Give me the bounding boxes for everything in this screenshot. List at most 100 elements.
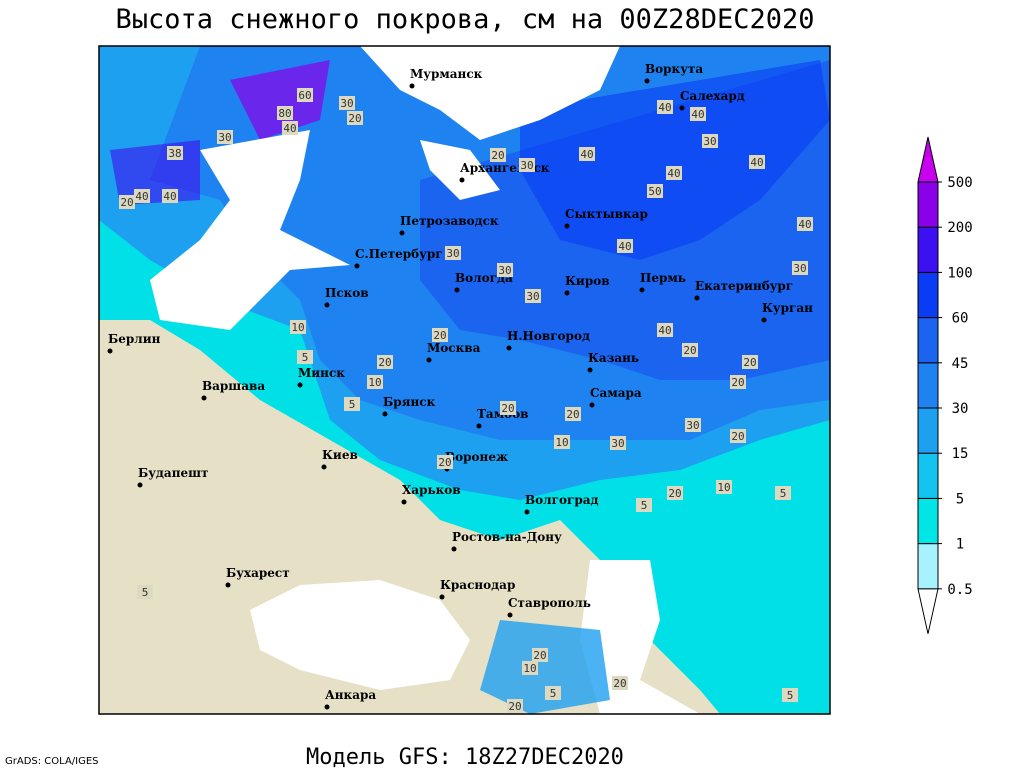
city-dot	[401, 499, 407, 505]
contour-label: 5	[349, 398, 356, 411]
city-label: Архангельск	[460, 161, 550, 175]
legend-triangle	[917, 136, 939, 183]
contour-label: 10	[523, 662, 536, 675]
city-label: Курган	[762, 301, 813, 315]
contour-label-bg	[290, 320, 306, 334]
city-label: Мурманск	[410, 67, 483, 81]
contour-label-bg	[554, 435, 570, 449]
city-dot	[639, 287, 645, 293]
legend-label: 45	[952, 356, 969, 372]
contour-label: 30	[218, 131, 231, 144]
contour-label: 40	[283, 122, 296, 135]
contour-label-bg	[134, 189, 150, 203]
contour-label-bg	[617, 239, 633, 253]
contour-label: 10	[717, 481, 730, 494]
legend-label: 1	[956, 537, 964, 553]
contour-label: 20	[433, 329, 446, 342]
contour-label: 80	[278, 107, 291, 120]
contour-label: 5	[550, 687, 557, 700]
contour-label: 50	[648, 185, 661, 198]
city-dot	[507, 612, 513, 618]
contour-label-bg	[749, 155, 765, 169]
contour-label: 40	[750, 156, 763, 169]
contour-label-bg	[519, 158, 535, 172]
contour-label-bg	[377, 355, 393, 369]
contour-label-bg	[347, 111, 363, 125]
contour-label-bg	[297, 88, 313, 102]
contour-label-bg	[667, 486, 683, 500]
contour-label-bg	[137, 585, 153, 599]
city-label: Брянск	[383, 395, 436, 409]
city-label: Воркута	[645, 62, 703, 76]
contour-label: 30	[520, 159, 533, 172]
contour-label: 30	[703, 135, 716, 148]
contour-label-bg	[367, 375, 383, 389]
contour-label-bg	[742, 355, 758, 369]
contour-label-bg	[522, 661, 538, 675]
contour-label: 5	[787, 689, 794, 702]
city-label: Волгоград	[525, 493, 598, 507]
city-dot	[694, 295, 700, 301]
city-dot	[225, 582, 231, 588]
model-label: Модель GFS: 18Z27DEC2020	[306, 745, 624, 768]
city-dot	[644, 78, 650, 84]
city-dot	[761, 317, 767, 323]
legend-label: 0.5	[947, 582, 972, 598]
contour-label: 20	[378, 356, 391, 369]
contour-label: 30	[340, 97, 353, 110]
contour-label: 20	[743, 356, 756, 369]
contour-label: 40	[691, 108, 704, 121]
city-label: Самара	[590, 386, 642, 400]
city-dot	[564, 290, 570, 296]
city-label: С.Петербург	[355, 247, 443, 261]
legend-triangle	[917, 588, 939, 634]
city-label: Берлин	[108, 332, 161, 346]
contour-label-bg	[730, 429, 746, 443]
legend-band	[917, 452, 939, 499]
city-label: Киров	[565, 274, 610, 288]
contour-label: 20	[508, 700, 521, 713]
legend-band	[917, 407, 939, 454]
contour-label: 20	[438, 456, 451, 469]
city-dot	[426, 357, 432, 363]
legend-label: 60	[952, 311, 969, 327]
contour-label-bg	[119, 195, 135, 209]
contour-label: 5	[302, 351, 309, 364]
contour-label-bg	[437, 455, 453, 469]
city-dot	[587, 367, 593, 373]
city-dot	[439, 594, 445, 600]
contour-label: 5	[142, 586, 149, 599]
city-dot	[409, 83, 415, 89]
legend-band	[917, 317, 939, 364]
contour-label-bg	[716, 480, 732, 494]
city-dot	[354, 263, 360, 269]
city-label: Харьков	[402, 483, 461, 497]
contour-label-bg	[282, 121, 298, 135]
city-dot	[679, 105, 685, 111]
contour-label: 20	[566, 408, 579, 421]
contour-label-bg	[775, 486, 791, 500]
city-dot	[297, 382, 303, 388]
legend-label: 15	[952, 446, 969, 462]
legend-band	[917, 497, 939, 545]
contour-label-bg	[445, 246, 461, 260]
city-label: Ростов-на-Дону	[452, 530, 562, 544]
city-label: Н.Новгород	[507, 329, 590, 343]
contour-label: 40	[658, 324, 671, 337]
legend-label: 30	[952, 401, 969, 417]
contour-label-bg	[690, 107, 706, 121]
city-dot	[201, 395, 207, 401]
city-dot	[324, 704, 330, 710]
contour-label: 10	[291, 321, 304, 334]
contour-label: 20	[533, 649, 546, 662]
contour-label-bg	[507, 699, 523, 713]
contour-label: 20	[501, 402, 514, 415]
contour-label-bg	[797, 217, 813, 231]
city-label: Екатеринбург	[695, 279, 793, 293]
legend-band	[917, 362, 939, 409]
city-dot	[564, 223, 570, 229]
city-dot	[451, 546, 457, 552]
contour-label: 20	[668, 487, 681, 500]
legend-band	[917, 543, 939, 590]
